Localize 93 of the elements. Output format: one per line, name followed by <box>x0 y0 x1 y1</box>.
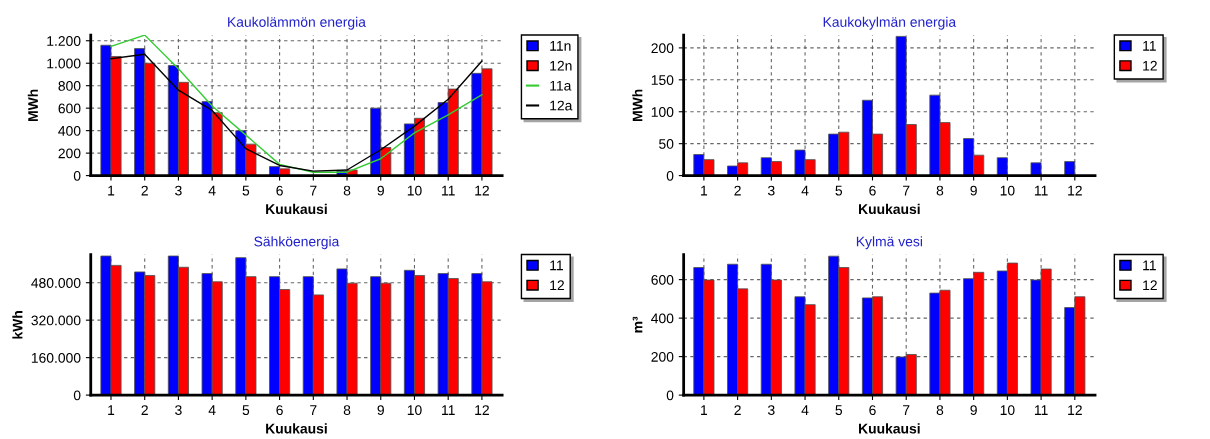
x-tick-label: 9 <box>970 405 977 416</box>
x-tick-label: 1 <box>701 405 708 415</box>
x-tick-label: 7 <box>310 185 317 196</box>
y-tick-label: 1.200 <box>47 36 81 46</box>
x-tick-label: 6 <box>869 185 876 196</box>
y-tick-label: 200 <box>651 351 674 362</box>
x-tick-label: 1 <box>108 185 115 196</box>
x-tick-label: 5 <box>835 185 843 196</box>
bar <box>1064 161 1076 176</box>
legend-label: 12n <box>550 60 572 71</box>
x-tick-label: 4 <box>801 185 809 196</box>
y-tick-label: 320.000 <box>31 315 81 326</box>
legend-label: 11 <box>1143 41 1156 51</box>
y-axis-title: kWh <box>12 311 23 339</box>
x-tick-label: 1 <box>108 405 115 415</box>
x-tick-label: 5 <box>835 405 843 416</box>
y-tick-label: 800 <box>58 81 81 91</box>
x-tick-label: 3 <box>767 185 775 196</box>
chart-title: Kaukokylmän energia <box>823 16 957 30</box>
y-tick-label: 160.000 <box>31 352 81 363</box>
x-tick-label: 11 <box>1034 405 1048 415</box>
x-tick-label: 4 <box>801 405 809 415</box>
chart-title: Kaukolämmön energia <box>228 16 366 30</box>
x-axis-title: Kuukausi <box>859 203 920 215</box>
y-tick-label: 100 <box>651 107 674 117</box>
y-axis-title: MWh <box>632 89 643 122</box>
x-tick-label: 8 <box>936 185 944 196</box>
legend-label: 11 <box>550 260 563 271</box>
y-tick-label: 200 <box>651 43 674 54</box>
x-tick-label: 11 <box>442 405 455 415</box>
x-tick-label: 4 <box>208 185 216 196</box>
x-tick-label: 12 <box>475 185 489 196</box>
legend-label: 11a <box>550 80 572 91</box>
y-tick-label: 480.000 <box>31 278 81 288</box>
chart-title: Kylmä vesi <box>856 236 922 250</box>
x-tick-label: 6 <box>276 405 283 416</box>
x-tick-label: 12 <box>1068 185 1082 196</box>
x-tick-label: 8 <box>936 405 944 416</box>
x-axis-title: Kuukausi <box>266 203 327 215</box>
y-tick-label: 0 <box>666 170 674 181</box>
legend-label: 12a <box>550 100 573 111</box>
y-tick-label: 150 <box>651 75 674 85</box>
x-tick-label: 7 <box>903 185 910 196</box>
x-tick-label: 3 <box>175 185 182 196</box>
x-tick-label: 7 <box>310 405 317 415</box>
y-tick-label: 600 <box>58 103 81 114</box>
legend-label: 12 <box>1143 60 1157 71</box>
x-tick-label: 2 <box>141 185 148 196</box>
x-tick-label: 3 <box>767 405 775 416</box>
y-axis-title: m³ <box>632 316 643 333</box>
legend-label: 12 <box>550 280 564 291</box>
x-tick-label: 11 <box>1034 185 1048 196</box>
y-tick-label: 400 <box>58 125 81 136</box>
x-tick-label: 5 <box>242 185 250 196</box>
x-tick-label: 2 <box>734 405 741 415</box>
x-tick-label: 12 <box>475 405 489 415</box>
x-tick-label: 10 <box>1000 185 1015 196</box>
y-tick-label: 0 <box>73 390 81 401</box>
x-tick-label: 7 <box>903 405 910 415</box>
x-tick-label: 2 <box>141 405 148 415</box>
x-tick-label: 9 <box>970 185 977 196</box>
x-axis-title: Kuukausi <box>859 423 920 434</box>
x-tick-label: 10 <box>407 405 422 416</box>
x-tick-label: 10 <box>1000 405 1015 416</box>
x-tick-label: 3 <box>175 405 182 416</box>
x-tick-label: 6 <box>869 405 876 416</box>
y-tick-label: 0 <box>73 170 81 181</box>
chart-title: Sähköenergia <box>254 236 340 250</box>
x-tick-label: 9 <box>377 185 384 196</box>
legend-label: 11n <box>550 41 571 51</box>
bar <box>1030 162 1042 176</box>
x-tick-label: 1 <box>701 185 708 196</box>
x-tick-label: 8 <box>343 405 351 416</box>
y-tick-label: 0 <box>666 390 674 401</box>
x-tick-label: 11 <box>442 185 455 196</box>
legend-label: 11 <box>1143 260 1156 271</box>
legend-label: 12 <box>1143 280 1157 291</box>
y-tick-label: 200 <box>58 148 81 159</box>
y-axis-title: MWh <box>27 89 38 122</box>
x-tick-label: 2 <box>734 185 741 196</box>
bar <box>996 157 1008 176</box>
y-tick-label: 1.000 <box>47 58 81 69</box>
y-tick-label: 400 <box>651 313 674 324</box>
x-tick-label: 5 <box>242 405 250 416</box>
x-tick-label: 12 <box>1068 405 1082 415</box>
x-tick-label: 10 <box>407 185 422 196</box>
y-tick-label: 600 <box>651 274 674 285</box>
x-tick-label: 9 <box>377 405 384 416</box>
x-tick-label: 4 <box>208 405 216 415</box>
x-tick-label: 6 <box>276 185 283 196</box>
x-tick-label: 8 <box>343 185 351 196</box>
y-tick-label: 50 <box>659 139 674 149</box>
x-axis-title: Kuukausi <box>266 423 327 434</box>
